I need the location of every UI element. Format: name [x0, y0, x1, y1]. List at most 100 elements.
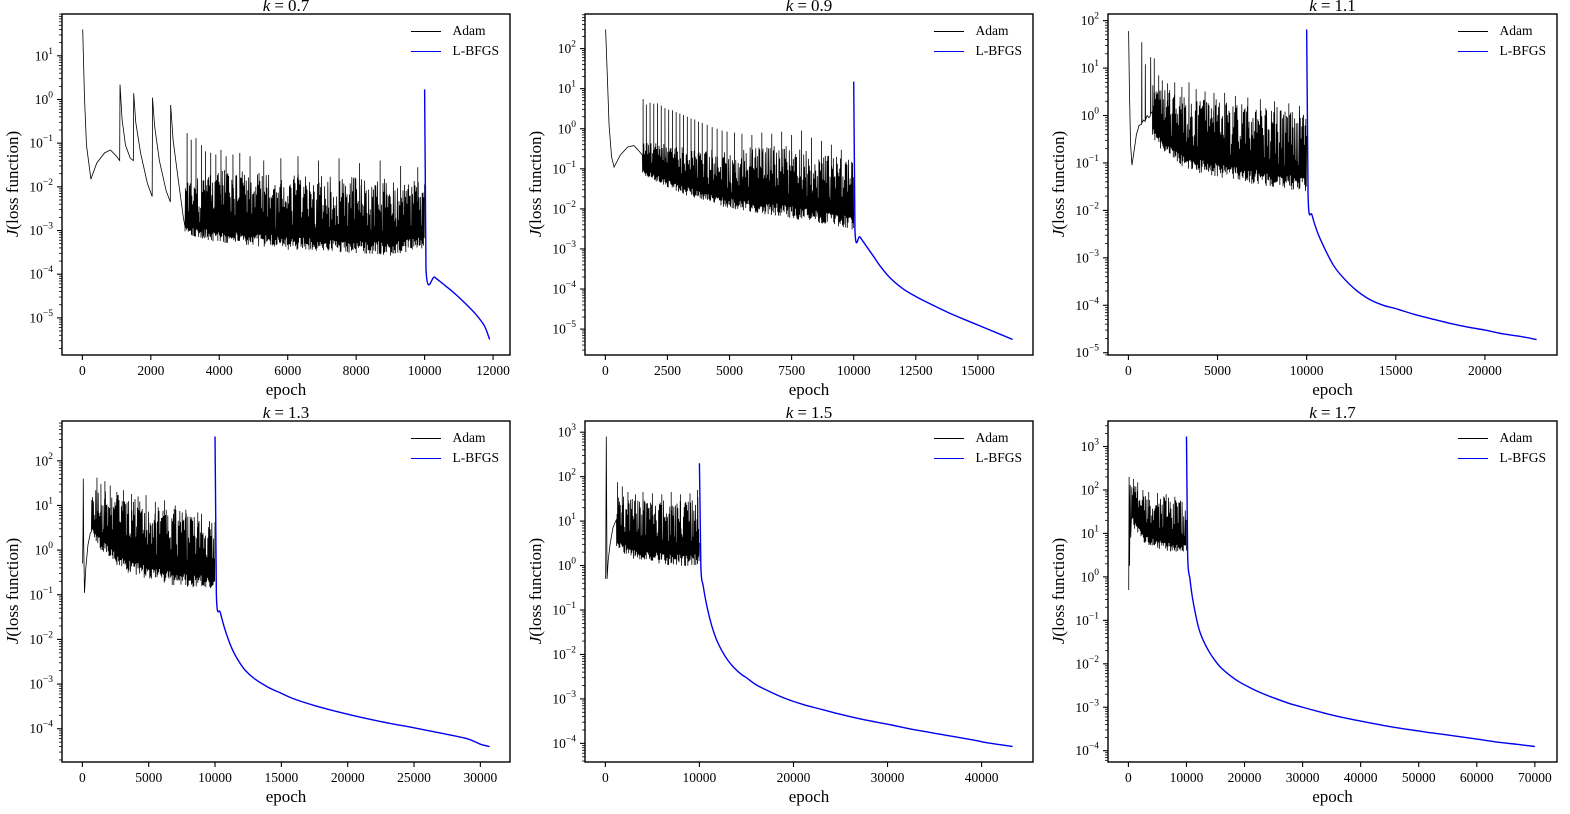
- title-symbol: k: [785, 407, 794, 422]
- adam-line: [82, 477, 216, 593]
- ylabel-symbol: J: [3, 229, 22, 238]
- lbfgs-line-swatch: [1458, 457, 1489, 459]
- x-tick-label: 0: [1125, 770, 1132, 785]
- lbfgs-line: [698, 463, 1013, 748]
- y-axis-label: J(loss function): [1049, 538, 1069, 644]
- x-tick-label: 5000: [716, 363, 743, 378]
- y-axis-label: J(loss function): [3, 538, 23, 644]
- x-tick-label: 10000: [1170, 770, 1204, 785]
- y-tick-label: 101: [558, 80, 577, 97]
- y-axis: 10−5 10−4 10−3 10−2 10−1 100 101 102: [552, 14, 585, 351]
- subplot-title: k = 1.5: [585, 407, 1033, 422]
- legend-label: Adam: [975, 430, 1009, 445]
- adam-line-swatch: [934, 437, 965, 439]
- adam-line: [605, 436, 700, 579]
- legend: Adam L-BFGS: [934, 428, 1022, 468]
- legend-label: Adam: [1499, 23, 1533, 38]
- plot-spines: [1107, 420, 1558, 763]
- axes: [61, 13, 511, 356]
- chart-canvas: 10−4 10−3 10−2 10−1 100 101 102 103 0 10000 20000 3…: [552, 420, 1034, 785]
- legend-item-lbfgs: L-BFGS: [1458, 448, 1546, 468]
- legend: Adam L-BFGS: [1458, 21, 1546, 61]
- y-axis: 10−4 10−3 10−2 10−1 100 101 102: [29, 422, 62, 761]
- lbfgs-line: [1305, 29, 1537, 341]
- y-tick-label: 10−3: [552, 690, 576, 707]
- y-tick-label: 101: [558, 512, 577, 529]
- title-value: 1.1: [1334, 0, 1356, 15]
- chart-canvas: 10−5 10−4 10−3 10−2 10−1 100 101 0 2000 4000 6000 8…: [29, 13, 511, 378]
- y-axis: 10−4 10−3 10−2 10−1 100 101 102 103: [552, 423, 585, 762]
- legend-label: Adam: [975, 23, 1009, 38]
- y-tick-label: 100: [558, 557, 577, 574]
- legend-item-lbfgs: L-BFGS: [411, 448, 499, 468]
- subplot-k-1-3: 10−4 10−3 10−2 10−1 100 101 102 0 5000 10000 15000…: [0, 407, 523, 814]
- x-tick-label: 8000: [343, 363, 370, 378]
- subplot-title: k = 0.9: [585, 0, 1033, 15]
- y-axis-label: J(loss function): [526, 538, 546, 644]
- legend-label: L-BFGS: [1499, 450, 1546, 465]
- lbfgs-line-swatch: [934, 50, 965, 52]
- legend-label: L-BFGS: [975, 450, 1022, 465]
- title-value: 1.7: [1334, 407, 1356, 422]
- y-tick-label: 10−3: [552, 240, 576, 257]
- x-tick-label: 2000: [137, 363, 164, 378]
- y-tick-label: 10−4: [29, 720, 53, 737]
- title-equals: =: [1320, 0, 1331, 15]
- x-axis-label: epoch: [1312, 787, 1353, 806]
- y-tick-label: 10−4: [1075, 296, 1099, 313]
- adam-line: [1128, 476, 1187, 590]
- x-tick-label: 5000: [1204, 363, 1231, 378]
- adam-line-swatch: [1458, 437, 1489, 439]
- y-axis: 10−5 10−4 10−3 10−2 10−1 100 101 102: [1075, 12, 1108, 360]
- lbfgs-line-swatch: [934, 457, 965, 459]
- y-tick-label: 10−3: [29, 222, 53, 239]
- plot-spines: [61, 13, 511, 356]
- lbfgs-line-swatch: [411, 457, 442, 459]
- adam-line: [1128, 31, 1308, 191]
- legend-item-lbfgs: L-BFGS: [411, 41, 499, 61]
- title-value: 0.7: [287, 0, 310, 15]
- x-tick-label: 0: [79, 770, 86, 785]
- y-tick-label: 10−1: [1075, 611, 1099, 628]
- y-axis-label: J(loss function): [1049, 131, 1069, 237]
- title-equals: =: [1320, 407, 1331, 422]
- y-tick-label: 100: [35, 541, 54, 558]
- x-tick-label: 10000: [683, 770, 717, 785]
- x-tick-label: 40000: [965, 770, 999, 785]
- y-tick-label: 101: [35, 496, 54, 513]
- subplot-k-1-5: 10−4 10−3 10−2 10−1 100 101 102 103 0 10000 20000 3…: [523, 407, 1046, 814]
- y-tick-label: 10−5: [29, 309, 53, 326]
- x-tick-label: 10000: [837, 363, 871, 378]
- y-tick-label: 10−2: [552, 200, 576, 217]
- axes: [584, 420, 1034, 763]
- subplot-title: k = 1.7: [1108, 407, 1557, 422]
- ylabel-rest: (loss function): [1049, 537, 1068, 637]
- y-tick-label: 10−3: [1075, 249, 1099, 266]
- title-symbol: k: [1309, 0, 1317, 15]
- legend: Adam L-BFGS: [411, 21, 499, 61]
- x-tick-label: 12000: [476, 363, 510, 378]
- x-axis: 0 10000 20000 30000 40000 50000 60000 70000: [1125, 762, 1552, 785]
- x-tick-label: 60000: [1460, 770, 1494, 785]
- y-tick-label: 102: [1081, 481, 1100, 498]
- legend-item-lbfgs: L-BFGS: [934, 448, 1022, 468]
- y-tick-label: 10−1: [1075, 154, 1099, 171]
- title-value: 1.5: [810, 407, 833, 422]
- chart-canvas: 10−4 10−3 10−2 10−1 100 101 102 0 5000 10000 15000…: [29, 420, 511, 785]
- title-symbol: k: [262, 407, 271, 422]
- x-tick-label: 15000: [264, 770, 298, 785]
- x-axis: 0 5000 10000 15000 20000 25000 30000: [79, 762, 497, 785]
- lbfgs-line-swatch: [411, 50, 442, 52]
- y-axis-label: J(loss function): [3, 131, 23, 237]
- ylabel-rest: (loss function): [3, 537, 22, 637]
- adam-line-swatch: [934, 30, 965, 32]
- ylabel-rest: (loss function): [1049, 130, 1068, 230]
- y-tick-label: 10−2: [1075, 655, 1099, 672]
- x-axis-label: epoch: [788, 380, 830, 399]
- y-tick-label: 10−5: [552, 320, 576, 337]
- x-axis: 0 10000 20000 30000 40000: [602, 762, 999, 785]
- legend-item-adam: Adam: [934, 21, 1022, 41]
- title-value: 0.9: [810, 0, 833, 15]
- x-tick-label: 15000: [961, 363, 995, 378]
- subplot-k-1-1: 10−5 10−4 10−3 10−2 10−1 100 101 102 0 5000 10000 1…: [1046, 0, 1570, 407]
